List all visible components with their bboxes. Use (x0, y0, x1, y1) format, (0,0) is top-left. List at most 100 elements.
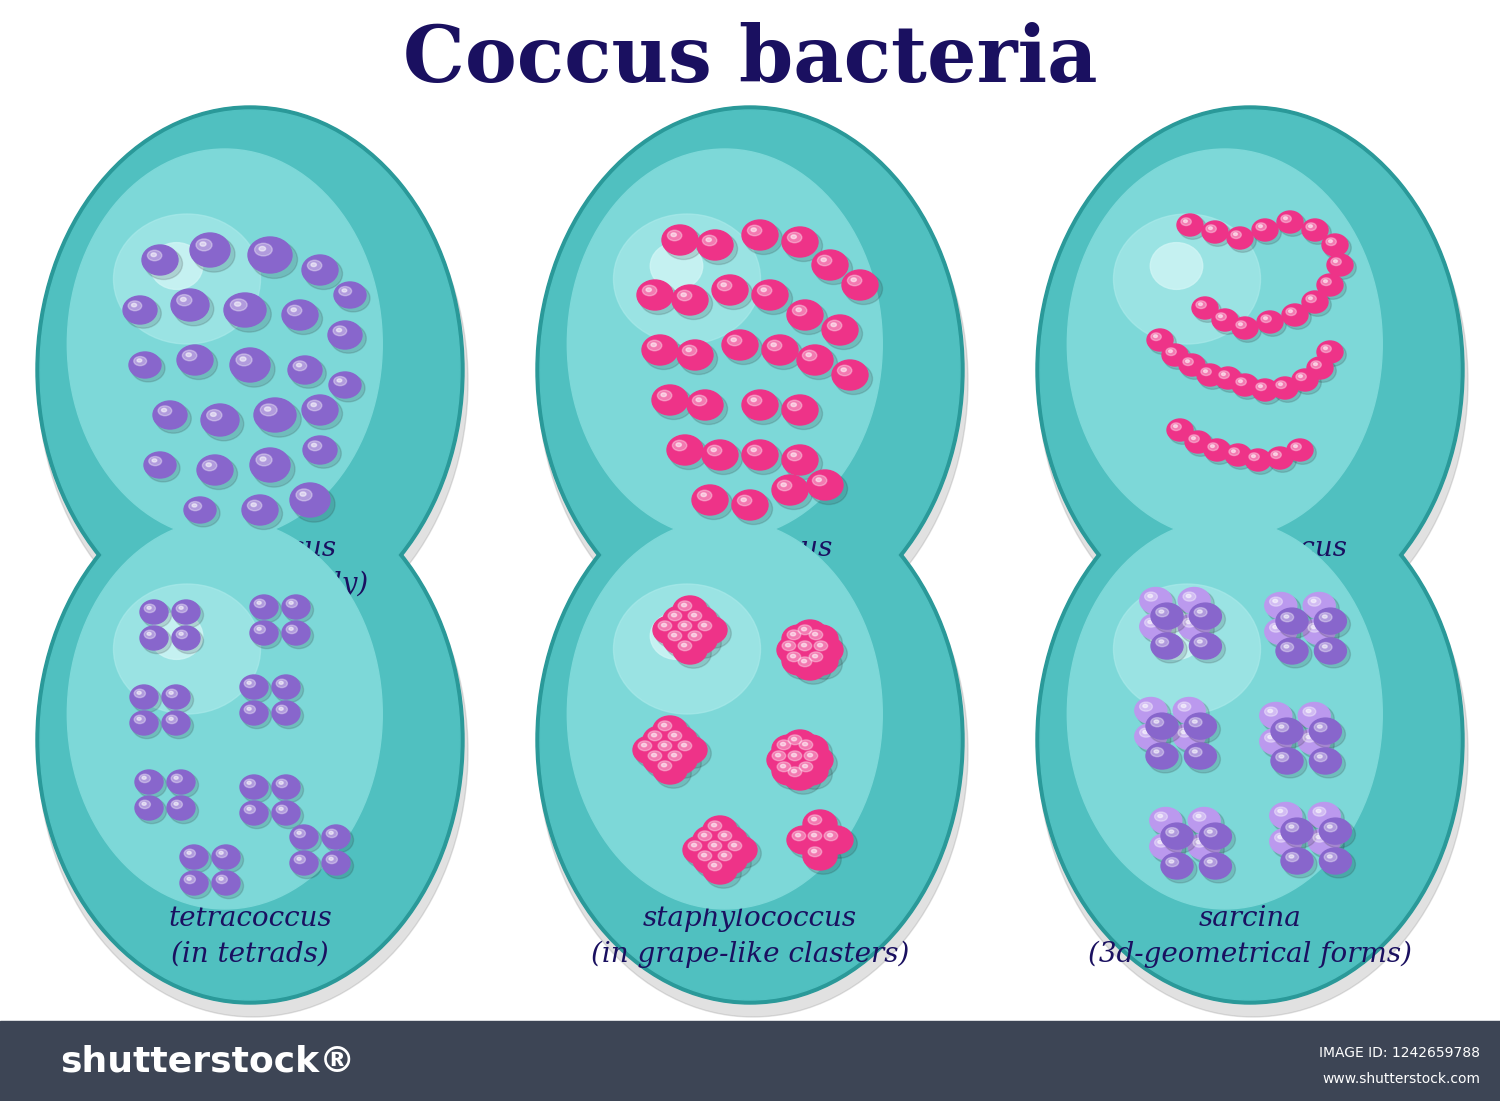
Ellipse shape (1304, 733, 1316, 742)
Ellipse shape (248, 682, 250, 685)
Ellipse shape (176, 630, 188, 639)
Ellipse shape (732, 490, 768, 520)
Ellipse shape (642, 335, 678, 366)
Ellipse shape (747, 226, 762, 236)
Ellipse shape (808, 831, 822, 841)
Ellipse shape (276, 679, 288, 688)
Ellipse shape (702, 440, 738, 470)
Ellipse shape (705, 859, 741, 889)
Ellipse shape (722, 283, 726, 286)
Ellipse shape (812, 817, 816, 821)
Ellipse shape (1275, 833, 1287, 842)
Ellipse shape (675, 739, 711, 768)
Ellipse shape (822, 829, 858, 858)
Ellipse shape (694, 488, 732, 520)
Ellipse shape (288, 305, 302, 316)
Ellipse shape (772, 735, 806, 763)
Ellipse shape (152, 253, 156, 257)
Ellipse shape (722, 330, 758, 360)
Ellipse shape (804, 625, 838, 653)
Ellipse shape (1312, 721, 1346, 748)
Text: tetracoccus: tetracoccus (168, 905, 332, 933)
Ellipse shape (1192, 297, 1218, 319)
Ellipse shape (242, 704, 272, 729)
Ellipse shape (645, 749, 681, 778)
Ellipse shape (136, 773, 166, 797)
Ellipse shape (242, 804, 272, 829)
Ellipse shape (142, 803, 146, 805)
Ellipse shape (264, 407, 272, 411)
Ellipse shape (1166, 858, 1179, 866)
Ellipse shape (1142, 590, 1176, 618)
Ellipse shape (636, 739, 672, 768)
Ellipse shape (702, 236, 717, 246)
Ellipse shape (758, 285, 772, 296)
Ellipse shape (274, 777, 303, 803)
Ellipse shape (144, 604, 156, 612)
Ellipse shape (717, 281, 732, 291)
Ellipse shape (1149, 331, 1176, 355)
Ellipse shape (190, 233, 230, 268)
Ellipse shape (1215, 367, 1240, 389)
Ellipse shape (1258, 313, 1286, 336)
Ellipse shape (1276, 637, 1308, 664)
Ellipse shape (1288, 309, 1293, 313)
Ellipse shape (782, 647, 816, 675)
Ellipse shape (248, 707, 250, 710)
Ellipse shape (808, 815, 822, 825)
Ellipse shape (1152, 836, 1186, 863)
Ellipse shape (692, 843, 696, 847)
Ellipse shape (1136, 698, 1167, 723)
Ellipse shape (1262, 315, 1272, 323)
Ellipse shape (240, 775, 268, 799)
Ellipse shape (790, 632, 795, 636)
Ellipse shape (708, 861, 722, 871)
Ellipse shape (1304, 293, 1332, 316)
Text: IMAGE ID: 1242659788: IMAGE ID: 1242659788 (1318, 1046, 1480, 1060)
Ellipse shape (658, 621, 672, 631)
Ellipse shape (675, 619, 711, 648)
Ellipse shape (1284, 306, 1311, 329)
Ellipse shape (782, 641, 795, 651)
Ellipse shape (686, 609, 722, 639)
Ellipse shape (1278, 611, 1312, 637)
Ellipse shape (177, 295, 192, 306)
Ellipse shape (794, 636, 826, 664)
Ellipse shape (114, 214, 261, 344)
Ellipse shape (1310, 748, 1341, 774)
Ellipse shape (788, 299, 824, 330)
Ellipse shape (1155, 838, 1167, 847)
Ellipse shape (1316, 836, 1322, 839)
Ellipse shape (1304, 592, 1335, 619)
Ellipse shape (1278, 809, 1282, 813)
Ellipse shape (788, 734, 801, 744)
Ellipse shape (135, 796, 164, 820)
Ellipse shape (772, 757, 806, 785)
Ellipse shape (847, 275, 862, 286)
Text: staphylococcus: staphylococcus (644, 905, 856, 933)
Ellipse shape (678, 621, 692, 631)
Ellipse shape (1202, 221, 1228, 243)
Ellipse shape (1257, 310, 1282, 333)
Ellipse shape (771, 342, 777, 347)
Ellipse shape (681, 603, 687, 607)
Ellipse shape (1323, 280, 1328, 283)
Ellipse shape (1328, 854, 1332, 858)
Ellipse shape (1208, 830, 1212, 833)
Ellipse shape (798, 625, 812, 634)
Ellipse shape (1173, 425, 1178, 427)
Text: shutterstock®: shutterstock® (60, 1044, 355, 1078)
Ellipse shape (214, 873, 243, 898)
Ellipse shape (812, 849, 816, 853)
Ellipse shape (728, 335, 742, 346)
Ellipse shape (711, 843, 717, 847)
Ellipse shape (1308, 297, 1312, 299)
Ellipse shape (741, 498, 747, 502)
Ellipse shape (662, 763, 666, 767)
Ellipse shape (196, 239, 211, 251)
Ellipse shape (1146, 713, 1178, 739)
Ellipse shape (536, 476, 964, 1004)
Ellipse shape (180, 844, 209, 869)
Ellipse shape (812, 639, 847, 668)
Ellipse shape (819, 826, 854, 854)
